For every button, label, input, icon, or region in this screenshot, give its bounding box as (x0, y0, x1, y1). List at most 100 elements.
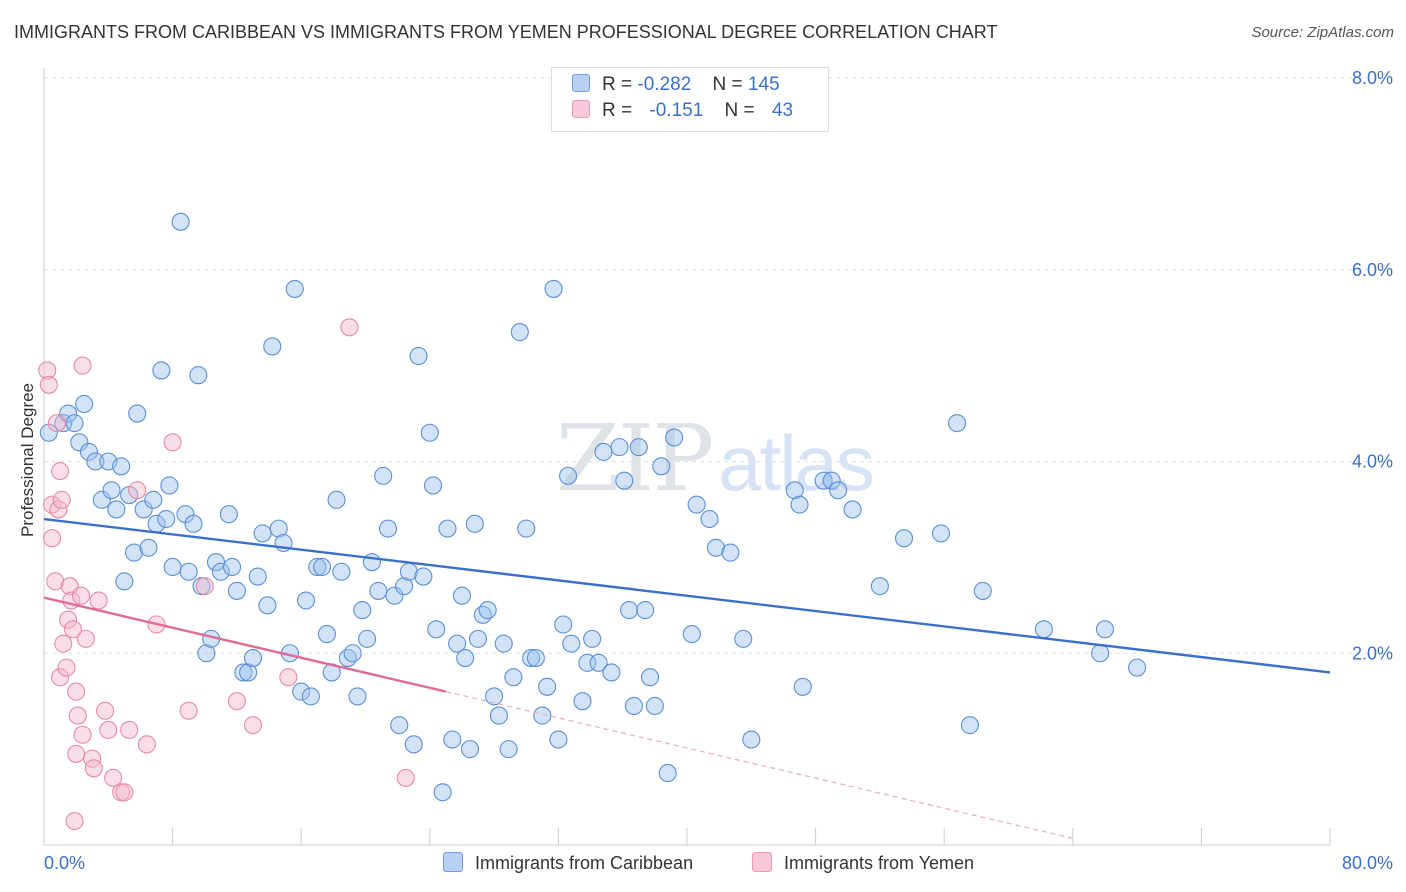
trendline-yemen (43, 596, 447, 693)
point-caribbean (219, 505, 238, 524)
point-caribbean (438, 519, 457, 538)
point-yemen (243, 716, 263, 735)
point-caribbean (478, 601, 497, 620)
point-caribbean (269, 519, 288, 538)
point-caribbean (456, 648, 475, 668)
point-yemen (42, 529, 62, 548)
point-caribbean (522, 648, 541, 668)
point-yemen (51, 668, 70, 687)
point-caribbean (526, 648, 545, 668)
point-yemen (39, 375, 58, 394)
r-value-yemen: -0.151 (649, 100, 704, 121)
x-tick-label: 0.0% (44, 853, 85, 873)
point-yemen (227, 692, 246, 711)
point-caribbean (793, 677, 812, 696)
point-caribbean (395, 577, 414, 596)
point-caribbean (86, 452, 105, 471)
x-tick-label: 80.0% (1342, 853, 1393, 873)
point-yemen (104, 768, 123, 787)
point-caribbean (227, 581, 246, 600)
point-yemen (396, 768, 415, 787)
point-caribbean (107, 500, 126, 519)
legend-item-yemen[interactable]: Immigrants from Yemen (752, 852, 974, 874)
point-caribbean (92, 490, 111, 509)
point-yemen (38, 361, 57, 380)
point-yemen (163, 433, 182, 452)
legend-item-caribbean[interactable]: Immigrants from Caribbean (443, 852, 693, 874)
point-caribbean (554, 615, 573, 634)
y-tick-label: 8.0% (1352, 68, 1393, 88)
point-caribbean (243, 648, 263, 668)
point-caribbean (327, 490, 346, 509)
point-yemen (73, 725, 92, 744)
point-caribbean (573, 692, 592, 711)
point-caribbean (292, 682, 311, 701)
stats-legend: R = -0.282 N = 145 R = -0.151 N = 43 (551, 67, 829, 132)
trendline-caribbean (43, 517, 1331, 674)
point-yemen (65, 811, 84, 831)
yemen-swatch (572, 100, 590, 118)
point-caribbean (558, 466, 578, 485)
point-caribbean (960, 716, 979, 735)
stats-row-caribbean: R = -0.282 N = 145 (572, 74, 780, 100)
point-caribbean (790, 495, 809, 514)
point-caribbean (494, 634, 513, 653)
point-caribbean (263, 337, 282, 356)
point-caribbean (533, 706, 552, 725)
point-caribbean (102, 481, 121, 500)
point-caribbean (433, 783, 452, 802)
point-yemen (67, 682, 86, 701)
point-caribbean (489, 706, 508, 725)
point-caribbean (79, 442, 99, 461)
point-yemen (120, 720, 139, 740)
point-caribbean (589, 653, 608, 672)
point-yemen (128, 481, 147, 500)
point-caribbean (870, 577, 889, 596)
point-caribbean (562, 634, 581, 653)
point-yemen (51, 462, 70, 481)
point-caribbean (420, 423, 439, 442)
point-caribbean (549, 730, 568, 749)
point-yemen (54, 634, 73, 653)
point-yemen (195, 577, 214, 596)
point-yemen (47, 414, 66, 433)
point-yemen (83, 749, 102, 768)
point-caribbean (65, 414, 84, 433)
point-caribbean (134, 500, 153, 519)
point-caribbean (258, 596, 277, 615)
point-caribbean (414, 567, 433, 586)
point-caribbean (658, 764, 677, 783)
point-caribbean (179, 562, 198, 581)
point-yemen (279, 668, 298, 687)
point-caribbean (452, 586, 472, 605)
point-caribbean (423, 476, 443, 495)
point-caribbean (538, 677, 557, 696)
point-yemen (73, 356, 92, 375)
point-caribbean (443, 730, 462, 749)
point-caribbean (636, 601, 655, 620)
point-caribbean (385, 586, 404, 605)
point-caribbean (144, 490, 163, 509)
point-caribbean (112, 457, 131, 476)
watermark: ZIPatlas (556, 405, 875, 512)
point-caribbean (843, 500, 862, 519)
point-yemen (67, 744, 86, 763)
point-yemen (49, 500, 68, 519)
point-caribbean (734, 629, 753, 648)
point-caribbean (152, 361, 171, 380)
point-caribbean (460, 740, 480, 759)
point-caribbean (629, 438, 648, 457)
point-caribbean (1034, 620, 1053, 639)
point-caribbean (70, 433, 89, 452)
point-caribbean (624, 696, 644, 716)
point-caribbean (358, 629, 377, 648)
point-yemen (179, 701, 198, 720)
point-caribbean (362, 553, 381, 572)
point-caribbean (948, 414, 967, 433)
point-caribbean (610, 438, 629, 457)
y-tick-label: 6.0% (1352, 260, 1393, 280)
point-caribbean (390, 716, 409, 735)
point-caribbean (931, 524, 951, 543)
point-caribbean (163, 557, 182, 577)
point-caribbean (409, 346, 428, 366)
